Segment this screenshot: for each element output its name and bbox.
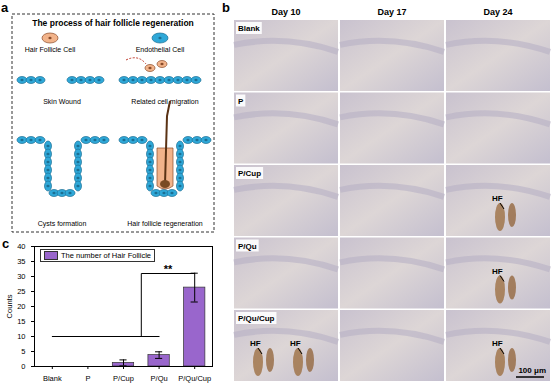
svg-text:P/Cup: P/Cup — [113, 374, 134, 383]
svg-text:15: 15 — [17, 317, 25, 326]
svg-text:Day 10: Day 10 — [271, 7, 300, 17]
svg-text:25: 25 — [17, 287, 25, 296]
svg-text:Hair follicle regeneration: Hair follicle regeneration — [127, 220, 203, 228]
svg-text:P: P — [238, 97, 244, 106]
svg-text:Day 24: Day 24 — [483, 7, 512, 17]
svg-text:40: 40 — [17, 242, 25, 251]
svg-text:30: 30 — [17, 272, 25, 281]
svg-text:Related cell migration: Related cell migration — [131, 98, 198, 106]
svg-text:Blank: Blank — [43, 374, 62, 383]
svg-text:HF: HF — [290, 339, 301, 348]
svg-text:Cysts formation: Cysts formation — [38, 220, 87, 228]
svg-text:HF: HF — [492, 339, 503, 348]
svg-text:10: 10 — [17, 332, 25, 341]
svg-text:P/Qu: P/Qu — [151, 374, 168, 383]
svg-text:Hair Follicle Cell: Hair Follicle Cell — [25, 46, 76, 53]
svg-text:HF: HF — [492, 267, 503, 276]
svg-text:0: 0 — [21, 362, 25, 371]
svg-text:Day 17: Day 17 — [377, 7, 406, 17]
svg-text:20: 20 — [17, 302, 25, 311]
svg-text:P/Qu: P/Qu — [238, 242, 257, 251]
svg-text:a: a — [1, 0, 9, 15]
svg-text:HF: HF — [250, 339, 261, 348]
svg-text:P/Qu/Cup: P/Qu/Cup — [238, 314, 275, 323]
svg-text:5: 5 — [21, 347, 25, 356]
svg-text:100 μm: 100 μm — [518, 366, 546, 375]
svg-text:Endothelial Cell: Endothelial Cell — [136, 46, 185, 53]
svg-text:HF: HF — [492, 194, 503, 203]
html-text:The number of Hair Follicle: The number of Hair Follicle — [61, 251, 151, 260]
svg-text:P/Cup: P/Cup — [238, 169, 261, 178]
svg-text:**: ** — [164, 263, 173, 275]
svg-text:P: P — [85, 374, 90, 383]
svg-text:Blank: Blank — [238, 24, 260, 33]
svg-text:b: b — [222, 0, 230, 15]
html-text:c: c — [2, 236, 10, 251]
svg-text:35: 35 — [17, 257, 25, 266]
svg-text:The process of hair follicle r: The process of hair follicle regeneratio… — [32, 18, 194, 28]
svg-text:Counts: Counts — [5, 294, 14, 318]
svg-text:P/Qu/Cup: P/Qu/Cup — [178, 374, 211, 383]
svg-text:Skin Wound: Skin Wound — [43, 98, 81, 105]
